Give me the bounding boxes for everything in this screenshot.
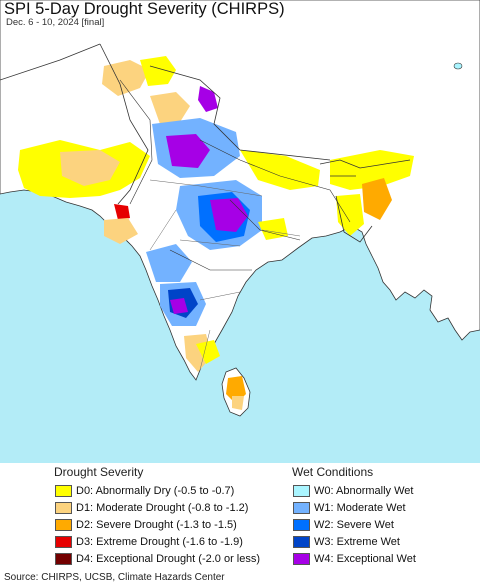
drought-map — [0, 0, 480, 463]
legend-item-d0: D0: Abnormally Dry (-0.5 to -0.7) — [55, 484, 234, 498]
legend-item-w4: W4: Exceptional Wet — [293, 552, 416, 566]
legend-label-d0: D0: Abnormally Dry (-0.5 to -0.7) — [76, 485, 235, 497]
country-borders — [0, 43, 411, 243]
w4-karnataka — [170, 298, 188, 314]
legend-swatch-d2 — [55, 519, 72, 531]
drought-legend-heading: Drought Severity — [54, 465, 144, 479]
w4-central-india — [210, 198, 248, 232]
legend-label-w1: W1: Moderate Wet — [314, 502, 406, 514]
state-borders — [149, 179, 301, 371]
w4-north-india — [166, 134, 210, 168]
d1-north-patch — [150, 92, 190, 124]
legend-item-d1: D1: Moderate Drought (-0.8 to -1.2) — [55, 501, 248, 515]
legend-label-d3: D3: Extreme Drought (-1.6 to -1.9) — [76, 536, 243, 548]
d3-gujarat-patch — [114, 204, 130, 220]
wet-legend-heading: Wet Conditions — [292, 465, 374, 479]
d0-gangetic-patch — [240, 150, 320, 190]
d1-gujarat-patch — [104, 218, 138, 244]
legend-label-w4: W4: Exceptional Wet — [314, 553, 416, 565]
legend-swatch-w0 — [293, 485, 310, 497]
legend-label-w2: W2: Severe Wet — [314, 519, 394, 531]
w4-kashmir-patch — [198, 86, 218, 112]
map-subtitle: Dec. 6 - 10, 2024 [final] — [6, 17, 105, 28]
legend: Drought Severity Wet Conditions D0: Abno… — [0, 463, 480, 571]
legend-swatch-w1 — [293, 502, 310, 514]
d2-assam-patch — [362, 178, 392, 220]
legend-item-d2: D2: Severe Drought (-1.3 to -1.5) — [55, 518, 237, 532]
legend-item-w2: W2: Severe Wet — [293, 518, 394, 532]
legend-swatch-w2 — [293, 519, 310, 531]
legend-label-d4: D4: Exceptional Drought (-2.0 or less) — [76, 553, 261, 565]
legend-item-d3: D3: Extreme Drought (-1.6 to -1.9) — [55, 535, 243, 549]
legend-swatch-d1 — [55, 502, 72, 514]
legend-swatch-w4 — [293, 553, 310, 565]
legend-label-w3: W3: Extreme Wet — [314, 536, 400, 548]
legend-swatch-d3 — [55, 536, 72, 548]
legend-label-d2: D2: Severe Drought (-1.3 to -1.5) — [76, 519, 237, 531]
d1-srilanka — [232, 396, 244, 410]
d0-tamilnadu — [196, 340, 220, 364]
map-title: SPI 5-Day Drought Severity (CHIRPS) — [4, 0, 285, 18]
legend-item-w3: W3: Extreme Wet — [293, 535, 400, 549]
d0-bangladesh-patch — [336, 194, 364, 236]
legend-item-d4: D4: Exceptional Drought (-2.0 or less) — [55, 552, 260, 566]
legend-swatch-w3 — [293, 536, 310, 548]
d0-assam-patch — [330, 150, 414, 190]
d1-afghan-patch — [102, 60, 150, 96]
legend-item-w1: W1: Moderate Wet — [293, 501, 406, 515]
legend-label-w0: W0: Abnormally Wet — [314, 485, 414, 497]
lake-marker — [453, 62, 463, 70]
river-lines — [119, 79, 351, 271]
w1-maharashtra — [146, 244, 192, 282]
d0-ap-patch — [258, 218, 288, 240]
legend-swatch-d4 — [55, 553, 72, 565]
d0-kashmir-patch — [140, 56, 176, 86]
legend-swatch-d0 — [55, 485, 72, 497]
legend-label-d1: D1: Moderate Drought (-0.8 to -1.2) — [76, 502, 249, 514]
d1-pakistan-patch — [60, 150, 120, 186]
legend-item-w0: W0: Abnormally Wet — [293, 484, 413, 498]
source-credit: Source: CHIRPS, UCSB, Climate Hazards Ce… — [4, 572, 225, 583]
